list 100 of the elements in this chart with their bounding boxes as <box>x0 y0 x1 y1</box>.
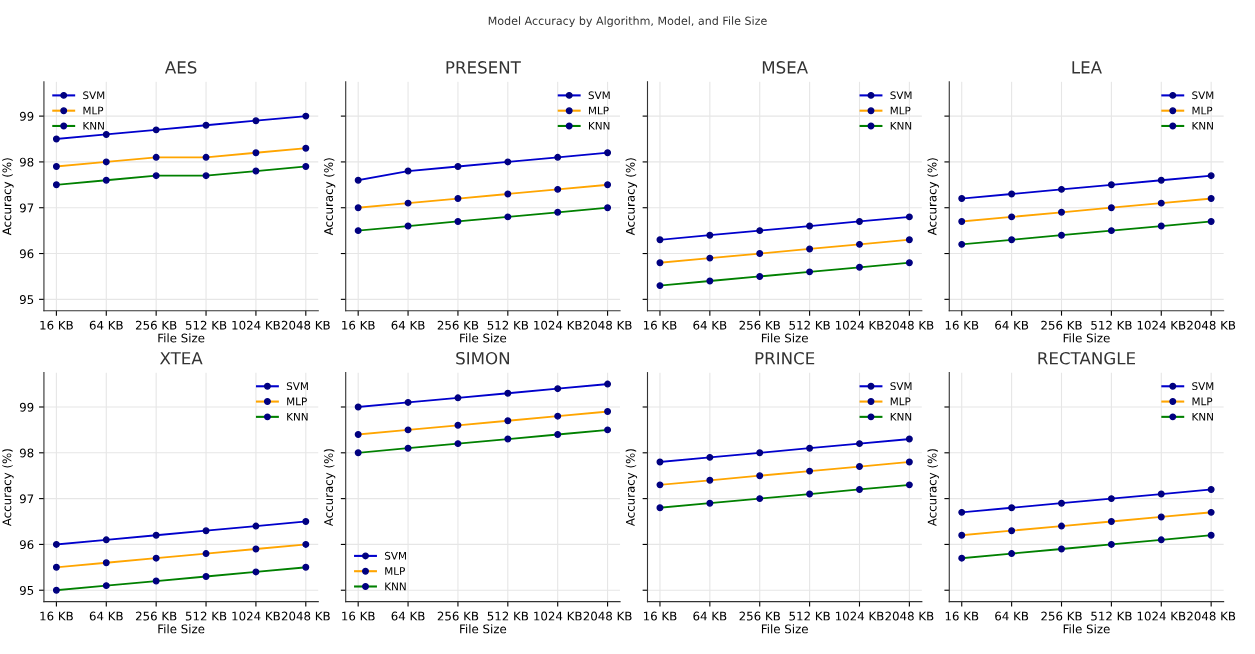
chart-title: RECTANGLE <box>1038 351 1135 365</box>
x-tick-label: 16 KB <box>342 611 375 621</box>
legend-label: KNN <box>890 122 912 130</box>
x-tick-label: 16 KB <box>643 320 677 330</box>
x-axis-title: File Size <box>1063 333 1110 343</box>
legend-label: KNN <box>890 412 912 421</box>
x-tick-label: 1024 KB <box>835 320 884 330</box>
x-axis-title: File Size <box>158 624 205 634</box>
y-tick-label: 97 <box>19 494 34 504</box>
x-tick-label: 16 KB <box>40 611 73 621</box>
chart-title: XTEA <box>159 352 203 365</box>
x-tick-label: 512 KB <box>1091 611 1132 621</box>
x-tick-label: 512 KB <box>789 320 830 330</box>
legend-label: SVM <box>384 551 406 560</box>
x-tick-label: 64 KB <box>693 320 727 330</box>
legend-label: MLP <box>588 106 609 115</box>
x-tick-label: 2048 KB <box>583 320 632 330</box>
x-tick-label: 1024 KB <box>232 611 280 621</box>
x-tick-label: 512 KB <box>185 320 227 330</box>
x-tick-label: 256 KB <box>135 611 177 621</box>
legend-label: KNN <box>287 412 308 421</box>
y-axis-title: Accuracy (%) <box>625 158 638 236</box>
x-tick-label: 2048 KB <box>885 611 934 621</box>
legend-label: MLP <box>1192 106 1213 115</box>
x-axis-title: File Size <box>158 333 205 343</box>
chart-title: PRESENT <box>446 61 521 74</box>
x-tick-label: 2048 KB <box>1187 320 1236 330</box>
x-tick-label: 512 KB <box>487 611 529 621</box>
x-axis-title: File Size <box>761 624 808 634</box>
legend-label: MLP <box>83 106 104 115</box>
x-tick-label: 2048 KB <box>281 320 330 330</box>
y-axis-title: Accuracy (%) <box>2 449 14 527</box>
y-tick-label: 98 <box>19 157 34 167</box>
chart-title: LEA <box>1072 61 1102 74</box>
legend-label: KNN <box>1192 412 1213 421</box>
y-tick-label: 96 <box>19 249 34 259</box>
x-axis-title: File Size <box>460 333 507 343</box>
y-axis-title: Accuracy (%) <box>2 158 14 236</box>
x-tick-label: 512 KB <box>1091 320 1132 330</box>
x-tick-label: 16 KB <box>945 320 979 330</box>
legend-label: MLP <box>1192 397 1213 406</box>
chart-title: SIMON <box>456 351 509 365</box>
y-axis-title: Accuracy (%) <box>323 449 336 527</box>
x-tick-label: 256 KB <box>135 320 177 330</box>
x-tick-label: 1024 KB <box>1137 320 1186 330</box>
y-axis-title: Accuracy (%) <box>927 449 939 527</box>
y-tick-label: 96 <box>19 540 34 550</box>
legend-label: SVM <box>588 91 610 100</box>
legend-label: MLP <box>890 106 911 115</box>
x-axis-title: File Size <box>1063 624 1110 634</box>
legend-label: MLP <box>890 397 911 406</box>
x-tick-label: 1024 KB <box>1137 611 1186 621</box>
x-axis-title: File Size <box>460 624 507 634</box>
legend-label: SVM <box>890 91 912 100</box>
x-tick-label: 64 KB <box>995 611 1029 621</box>
y-tick-label: 99 <box>19 402 34 412</box>
legend-label: KNN <box>83 122 104 130</box>
y-tick-label: 99 <box>19 111 34 121</box>
x-tick-label: 16 KB <box>40 320 73 330</box>
x-tick-label: 1024 KB <box>534 611 582 621</box>
x-tick-label: 256 KB <box>739 320 780 330</box>
x-tick-label: 1024 KB <box>534 320 582 330</box>
x-tick-label: 512 KB <box>487 320 529 330</box>
legend-label: SVM <box>286 382 308 391</box>
chart-title: AES <box>164 61 197 74</box>
x-tick-label: 512 KB <box>185 611 227 621</box>
x-tick-label: 16 KB <box>643 611 677 621</box>
legend-label: SVM <box>1192 91 1214 100</box>
y-tick-label: 98 <box>19 448 34 458</box>
x-tick-label: 256 KB <box>739 611 780 621</box>
y-axis-title: Accuracy (%) <box>927 158 939 236</box>
x-tick-label: 256 KB <box>1041 611 1082 621</box>
legend-label: SVM <box>890 382 912 391</box>
legend-label: KNN <box>385 582 406 591</box>
x-tick-label: 16 KB <box>945 611 979 621</box>
x-tick-label: 2048 KB <box>583 611 632 621</box>
x-tick-label: 16 KB <box>342 320 375 330</box>
y-tick-label: 95 <box>19 585 34 595</box>
x-tick-label: 2048 KB <box>281 611 330 621</box>
x-tick-label: 2048 KB <box>885 320 934 330</box>
y-axis-title: Accuracy (%) <box>323 158 336 236</box>
legend-label: SVM <box>83 91 105 100</box>
text: Model Accuracy by Algorithm, Model, and File Size <box>488 16 767 28</box>
x-tick-label: 64 KB <box>391 320 425 330</box>
y-tick-label: 95 <box>19 295 34 304</box>
y-tick-label: 97 <box>19 203 34 213</box>
y-axis-title: Accuracy (%) <box>625 449 638 527</box>
chart-title: PRINCE <box>755 351 815 365</box>
x-tick-label: 256 KB <box>437 320 479 330</box>
x-tick-label: 64 KB <box>391 611 425 621</box>
x-tick-label: 64 KB <box>995 320 1029 330</box>
x-tick-label: 256 KB <box>437 611 479 621</box>
x-tick-label: 64 KB <box>89 611 123 621</box>
x-tick-label: 512 KB <box>789 611 830 621</box>
x-tick-label: 1024 KB <box>835 611 884 621</box>
x-axis-title: File Size <box>761 333 808 343</box>
x-tick-label: 1024 KB <box>232 320 280 330</box>
x-tick-label: 256 KB <box>1041 320 1082 330</box>
legend-label: KNN <box>588 122 610 130</box>
legend-label: MLP <box>287 397 307 406</box>
